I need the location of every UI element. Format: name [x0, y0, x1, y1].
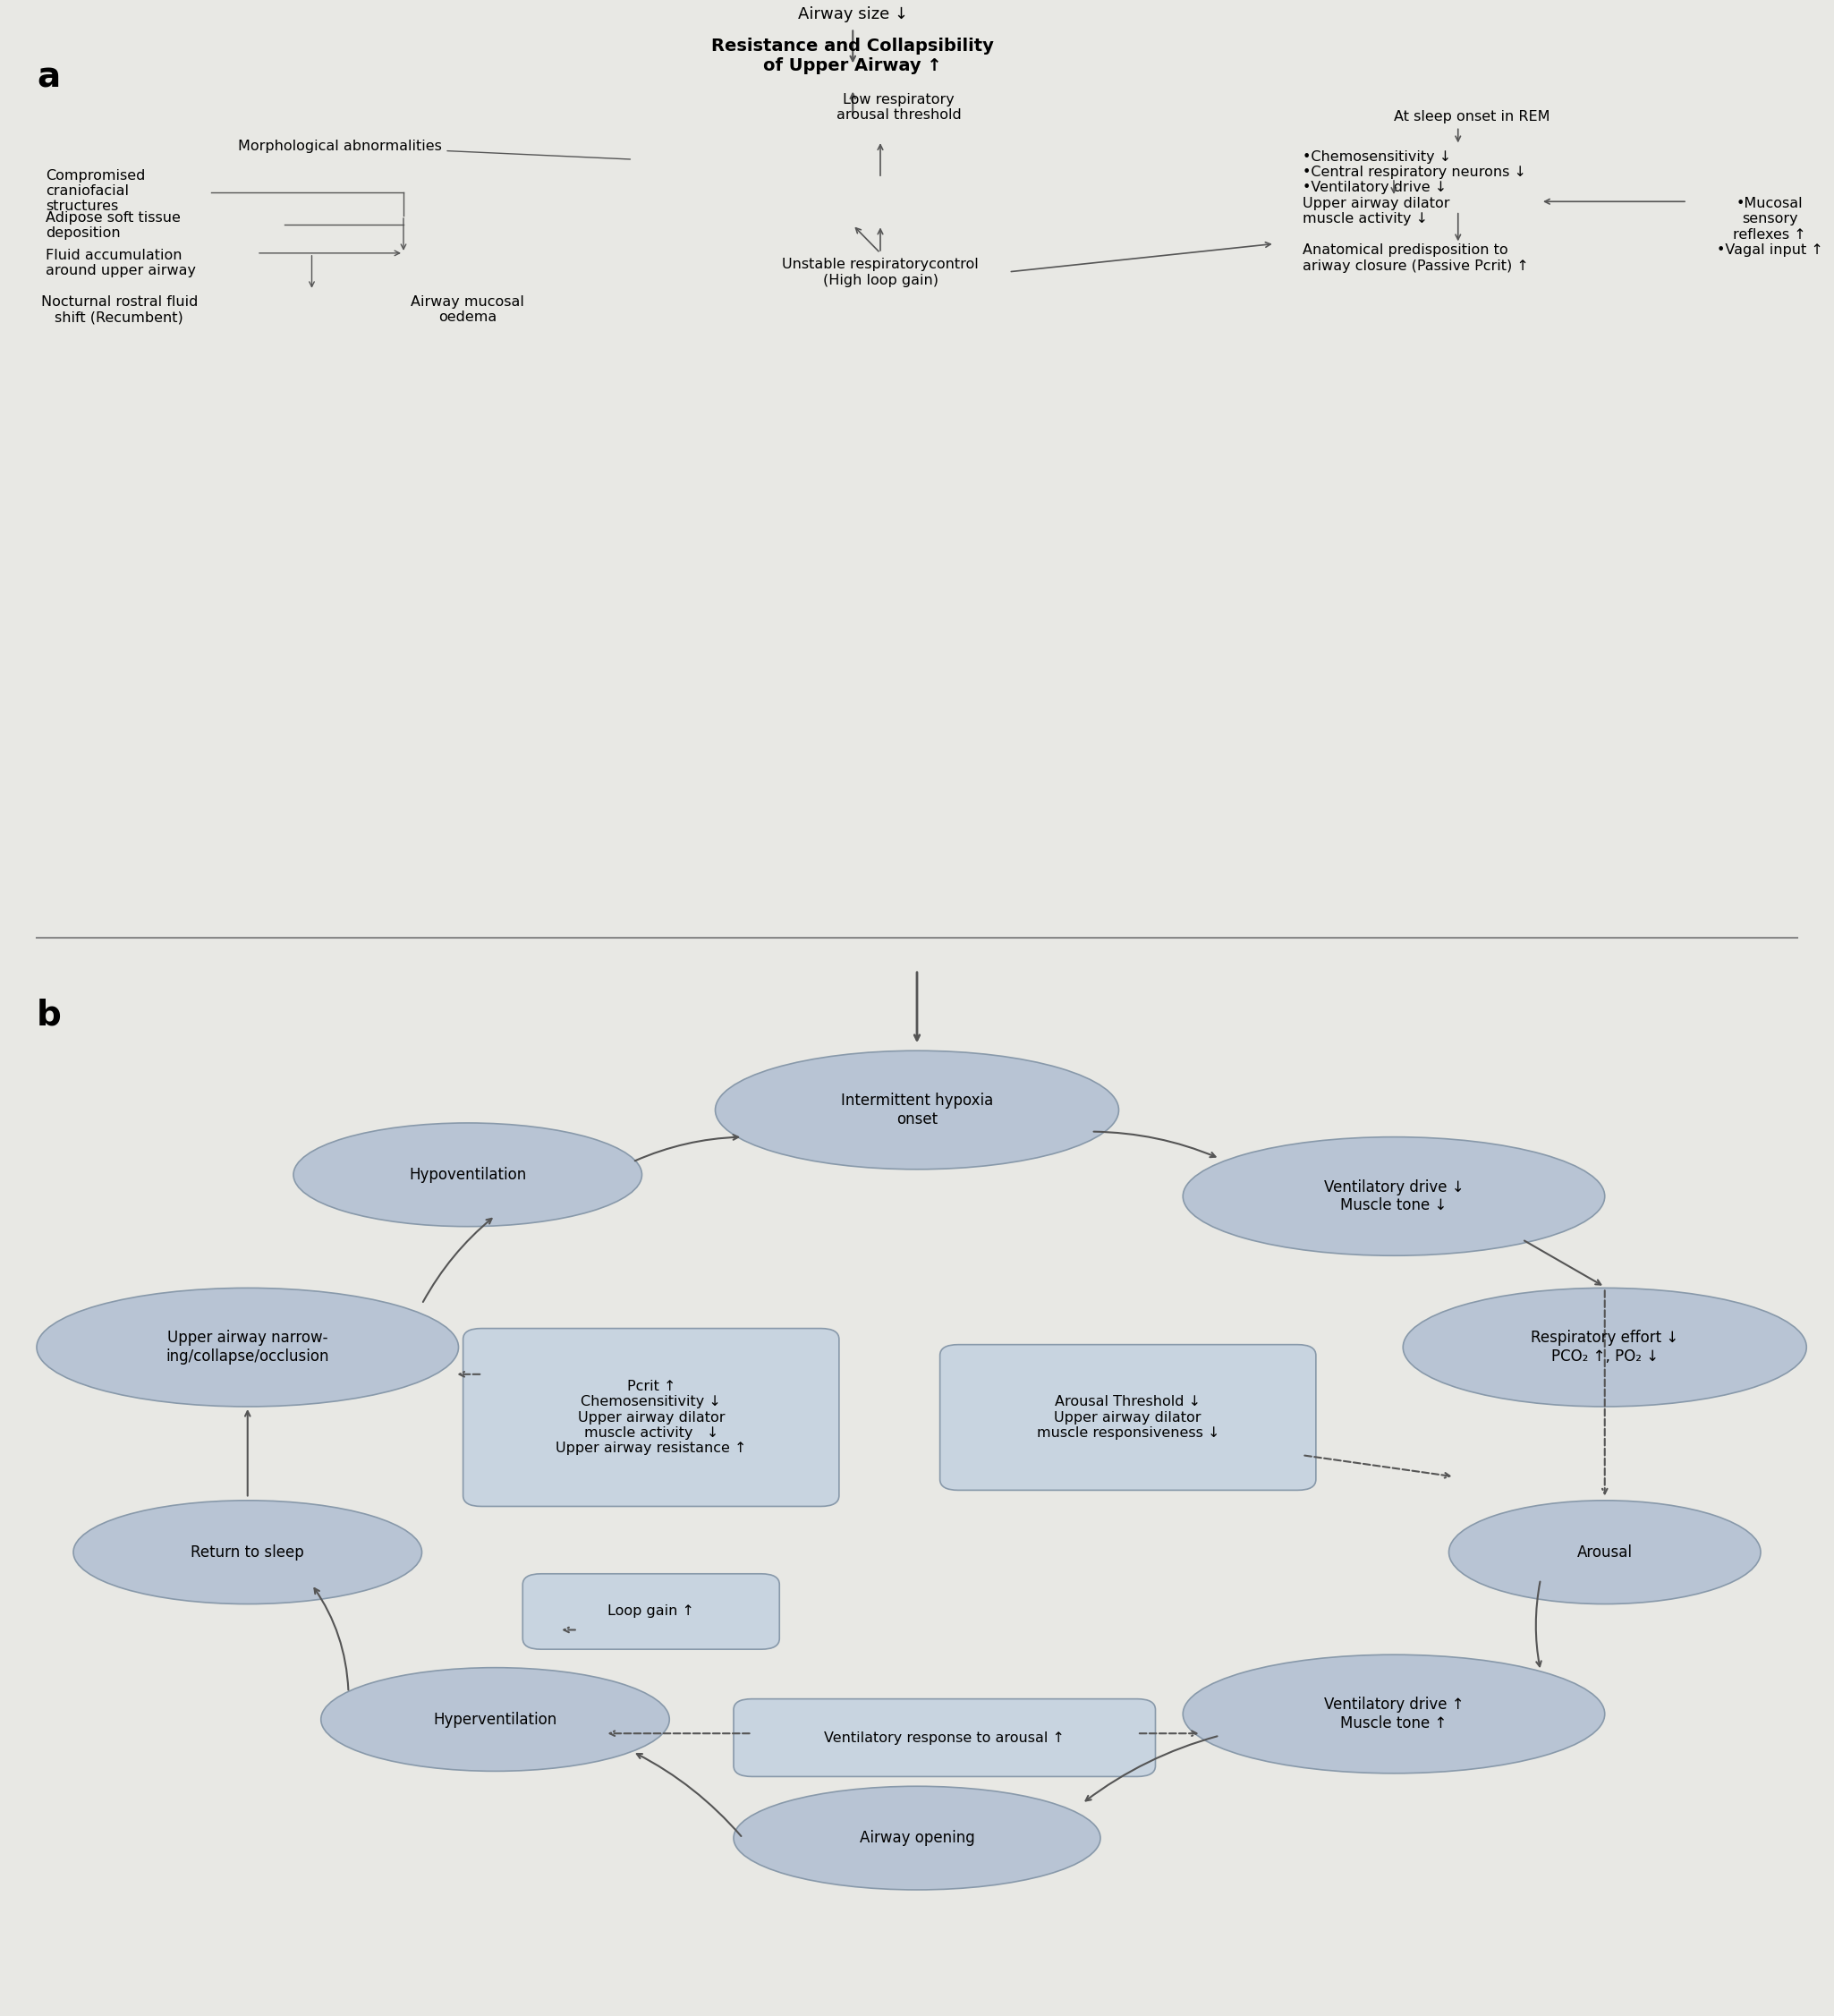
Text: Hyperventilation: Hyperventilation [433, 1712, 558, 1728]
Ellipse shape [1449, 1500, 1761, 1605]
Ellipse shape [1183, 1655, 1605, 1774]
Ellipse shape [734, 1786, 1100, 1889]
Text: Respiratory effort ↓
PCO₂ ↑, PO₂ ↓: Respiratory effort ↓ PCO₂ ↑, PO₂ ↓ [1531, 1331, 1678, 1365]
FancyBboxPatch shape [523, 1574, 779, 1649]
Ellipse shape [1183, 1137, 1605, 1256]
Text: Airway size ↓: Airway size ↓ [798, 6, 908, 22]
Text: Upper airway dilator
muscle activity ↓: Upper airway dilator muscle activity ↓ [1302, 198, 1449, 226]
Text: Fluid accumulation
around upper airway: Fluid accumulation around upper airway [46, 248, 196, 278]
Text: Low respiratory
arousal threshold: Low respiratory arousal threshold [836, 93, 961, 121]
Text: Compromised
craniofacial
structures: Compromised craniofacial structures [46, 169, 145, 214]
Text: Ventilatory drive ↓
Muscle tone ↓: Ventilatory drive ↓ Muscle tone ↓ [1324, 1179, 1464, 1214]
FancyBboxPatch shape [734, 1699, 1155, 1776]
Text: a: a [37, 60, 61, 95]
Text: Hypoventilation: Hypoventilation [409, 1167, 526, 1183]
Text: Airway mucosal
oedema: Airway mucosal oedema [411, 294, 525, 325]
Text: Anatomical predisposition to
ariway closure (Passive Pcrit) ↑: Anatomical predisposition to ariway clos… [1302, 244, 1528, 272]
Text: Adipose soft tissue
deposition: Adipose soft tissue deposition [46, 212, 182, 240]
Text: Airway opening: Airway opening [860, 1831, 974, 1847]
FancyBboxPatch shape [462, 1329, 838, 1506]
Text: b: b [37, 998, 62, 1032]
Text: Ventilatory drive ↑
Muscle tone ↑: Ventilatory drive ↑ Muscle tone ↑ [1324, 1697, 1464, 1732]
Text: •Chemosensitivity ↓
•Central respiratory neurons ↓
•Ventilatory drive ↓: •Chemosensitivity ↓ •Central respiratory… [1302, 149, 1526, 196]
Ellipse shape [37, 1288, 458, 1407]
Text: At sleep onset in REM: At sleep onset in REM [1394, 111, 1550, 123]
Text: •Mucosal
sensory
reflexes ↑
•Vagal input ↑: •Mucosal sensory reflexes ↑ •Vagal input… [1717, 198, 1823, 256]
Ellipse shape [321, 1667, 669, 1772]
Text: Ventilatory response to arousal ↑: Ventilatory response to arousal ↑ [823, 1732, 1066, 1744]
Text: Arousal Threshold ↓
Upper airway dilator
muscle responsiveness ↓: Arousal Threshold ↓ Upper airway dilator… [1036, 1395, 1220, 1439]
Text: Arousal: Arousal [1577, 1544, 1632, 1560]
Text: Intermittent hypoxia
onset: Intermittent hypoxia onset [840, 1093, 994, 1127]
FancyBboxPatch shape [939, 1345, 1315, 1490]
Ellipse shape [293, 1123, 642, 1226]
Ellipse shape [73, 1500, 422, 1605]
Text: Pcrit ↑
Chemosensitivity ↓
Upper airway dilator
muscle activity   ↓
Upper airway: Pcrit ↑ Chemosensitivity ↓ Upper airway … [556, 1379, 746, 1456]
Text: Unstable respiratorycontrol
(High loop gain): Unstable respiratorycontrol (High loop g… [781, 258, 979, 286]
Text: Return to sleep: Return to sleep [191, 1544, 304, 1560]
Ellipse shape [715, 1050, 1119, 1169]
Text: Upper airway narrow-
ing/collapse/occlusion: Upper airway narrow- ing/collapse/occlus… [165, 1331, 330, 1365]
Text: Loop gain ↑: Loop gain ↑ [607, 1605, 695, 1619]
Text: Nocturnal rostral fluid
shift (Recumbent): Nocturnal rostral fluid shift (Recumbent… [40, 294, 198, 325]
Text: Morphological abnormalities: Morphological abnormalities [238, 139, 631, 159]
Text: Resistance and Collapsibility
of Upper Airway ↑: Resistance and Collapsibility of Upper A… [712, 38, 994, 75]
Ellipse shape [1403, 1288, 1806, 1407]
